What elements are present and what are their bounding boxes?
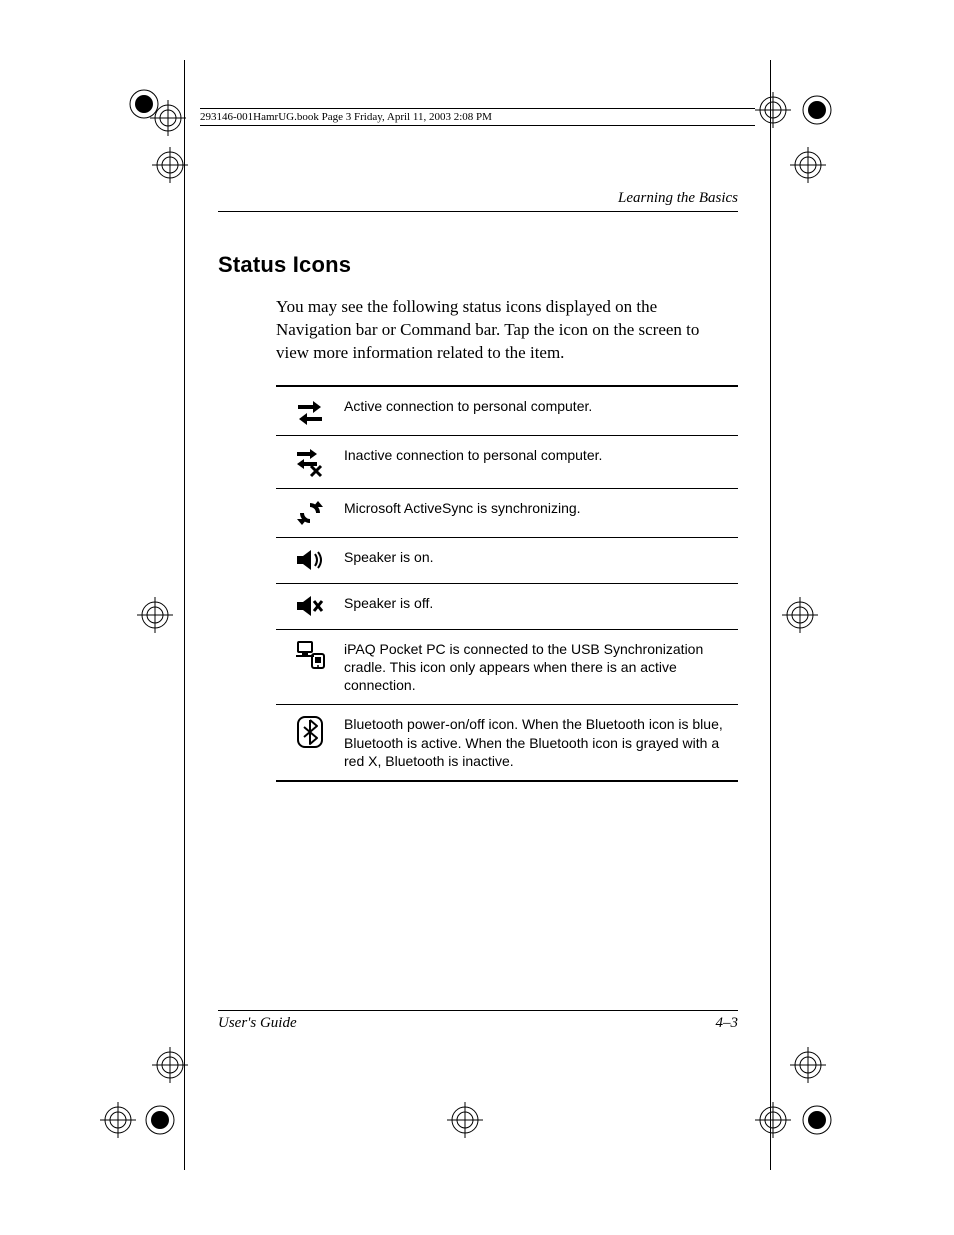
crop-mark-icon xyxy=(755,1090,845,1150)
table-row: iPAQ Pocket PC is connected to the USB S… xyxy=(276,630,738,706)
activesync-icon xyxy=(276,497,344,527)
bluetooth-icon xyxy=(276,713,344,749)
crop-mark-icon xyxy=(775,590,825,640)
page-content: Learning the Basics Status Icons You may… xyxy=(218,190,738,782)
crop-mark-icon xyxy=(100,1090,190,1150)
crop-mark-icon xyxy=(755,85,835,135)
crop-mark-icon xyxy=(145,1040,195,1090)
footer-right: 4–3 xyxy=(716,1015,739,1032)
table-row: Microsoft ActiveSync is synchronizing. xyxy=(276,489,738,538)
table-row: Bluetooth power-on/off icon. When the Bl… xyxy=(276,705,738,780)
inactive-connection-icon xyxy=(276,444,344,478)
status-icons-table: Active connection to personal computer. … xyxy=(276,385,738,782)
speaker-on-icon xyxy=(276,546,344,572)
intro-text: You may see the following status icons d… xyxy=(276,296,716,365)
icon-description: Inactive connection to personal computer… xyxy=(344,444,738,464)
crop-mark-icon xyxy=(783,1040,833,1090)
speaker-off-icon xyxy=(276,592,344,618)
icon-description: Microsoft ActiveSync is synchronizing. xyxy=(344,497,738,517)
usb-cradle-icon xyxy=(276,638,344,670)
crop-mark-icon xyxy=(130,590,180,640)
table-row: Speaker is on. xyxy=(276,538,738,584)
page-title: Status Icons xyxy=(218,252,738,278)
crop-mark-icon xyxy=(128,88,188,148)
icon-description: Active connection to personal computer. xyxy=(344,395,738,415)
table-row: Active connection to personal computer. xyxy=(276,387,738,436)
active-connection-icon xyxy=(276,395,344,425)
section-header: Learning the Basics xyxy=(218,190,738,212)
icon-description: Speaker is on. xyxy=(344,546,738,566)
crop-mark-icon xyxy=(145,140,195,190)
page-footer: User's Guide 4–3 xyxy=(218,1010,738,1032)
table-row: Speaker is off. xyxy=(276,584,738,630)
icon-description: Bluetooth power-on/off icon. When the Bl… xyxy=(344,713,738,770)
section-name: Learning the Basics xyxy=(618,190,738,206)
table-row: Inactive connection to personal computer… xyxy=(276,436,738,489)
icon-description: iPAQ Pocket PC is connected to the USB S… xyxy=(344,638,738,695)
print-header: 293146-001HamrUG.book Page 3 Friday, Apr… xyxy=(200,108,755,126)
icon-description: Speaker is off. xyxy=(344,592,738,612)
print-header-text: 293146-001HamrUG.book Page 3 Friday, Apr… xyxy=(200,111,492,123)
crop-mark-icon xyxy=(440,1095,490,1145)
crop-mark-icon xyxy=(783,140,833,190)
footer-left: User's Guide xyxy=(218,1015,297,1032)
